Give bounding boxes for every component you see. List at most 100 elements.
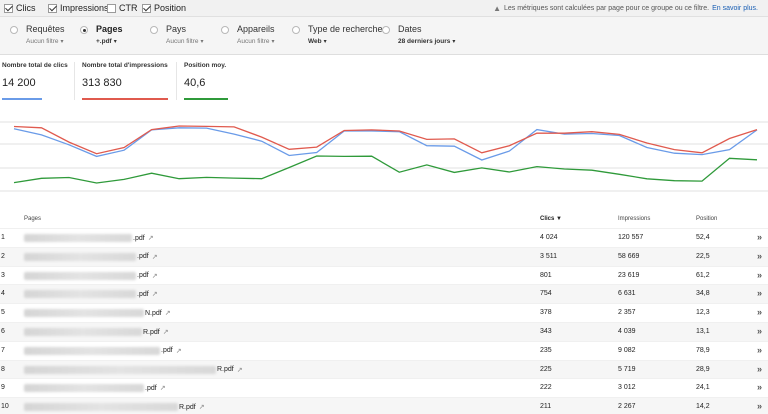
scorecard-clicks[interactable]: Nombre total de clics 14 200 xyxy=(2,62,72,102)
dimension-filter-bar: Requêtes Aucun filtre ▾ Pages +.pdf ▾ Pays… xyxy=(0,17,768,55)
page-cell[interactable]: R.pdf ↗ xyxy=(24,403,205,412)
position-cell: 14,2 xyxy=(696,403,710,411)
metric-checkbox-position[interactable]: Position xyxy=(142,3,186,13)
page-cell[interactable]: R.pdf ↗ xyxy=(24,328,169,336)
double-chevron-right-icon[interactable]: » xyxy=(757,401,763,412)
page-cell[interactable]: .pdf ↗ xyxy=(24,252,158,261)
page-cell[interactable]: .pdf ↗ xyxy=(24,346,182,355)
column-header-clicks[interactable]: Clics ▼ xyxy=(540,216,562,222)
external-link-icon[interactable]: ↗ xyxy=(162,329,169,336)
position-cell: 22,5 xyxy=(696,252,710,260)
table-row[interactable]: 9 .pdf ↗ 222 3 012 24,1 » xyxy=(0,378,768,397)
clicks-cell: 225 xyxy=(540,365,552,373)
impressions-cell: 120 557 xyxy=(618,234,644,241)
external-link-icon[interactable]: ↗ xyxy=(147,235,154,242)
caret-down-icon: ▾ xyxy=(113,39,117,45)
scorecard-impressions[interactable]: Nombre total d'impressions 313 830 xyxy=(82,62,172,102)
clicks-cell: 801 xyxy=(540,271,552,279)
double-chevron-right-icon[interactable]: » xyxy=(757,269,763,280)
external-link-icon[interactable]: ↗ xyxy=(151,291,158,299)
impressions-cell: 9 082 xyxy=(618,346,636,354)
double-chevron-right-icon[interactable]: » xyxy=(757,382,763,393)
table-row[interactable]: 7 .pdf ↗ 235 9 082 78,9 » xyxy=(0,340,768,360)
dimension-search-type-filter[interactable]: Web ▾ xyxy=(308,38,327,45)
radio-icon[interactable] xyxy=(221,26,229,34)
table-row[interactable]: 5 N.pdf ↗ 378 2 357 12,3 » xyxy=(0,303,768,322)
table-row[interactable]: 1 .pdf ↗ 4 024 120 557 52,4 » xyxy=(0,228,768,247)
dimension-countries-filter[interactable]: Aucun filtre ▾ xyxy=(166,38,204,45)
radio-icon[interactable] xyxy=(10,26,18,34)
double-chevron-right-icon[interactable]: » xyxy=(757,344,763,355)
double-chevron-right-icon[interactable]: » xyxy=(757,250,763,261)
position-cell: 12,3 xyxy=(696,309,710,317)
position-cell: 52,4 xyxy=(696,234,710,241)
metric-checkbox-ctr[interactable]: CTR xyxy=(107,3,138,13)
column-header-impressions[interactable]: Impressions xyxy=(618,216,651,222)
double-chevron-right-icon[interactable]: » xyxy=(757,288,763,299)
metric-checkbox-impressions[interactable]: Impressions xyxy=(48,3,109,13)
warning-icon: ▲ xyxy=(493,4,501,13)
redacted-url xyxy=(24,365,216,374)
checkbox-icon[interactable] xyxy=(107,3,116,13)
redacted-url xyxy=(24,403,178,412)
table-row[interactable]: 4 .pdf ↗ 754 6 631 34,8 » xyxy=(0,284,768,304)
external-link-icon[interactable]: ↗ xyxy=(151,253,158,261)
metric-checkbox-clics[interactable]: Clics xyxy=(4,3,36,13)
row-number: 6 xyxy=(1,328,5,335)
caret-down-icon: ▾ xyxy=(271,39,275,45)
clicks-cell: 343 xyxy=(540,328,552,335)
page-cell[interactable]: R.pdf ↗ xyxy=(24,365,243,374)
page-cell[interactable]: N.pdf ↗ xyxy=(24,309,171,318)
radio-icon[interactable] xyxy=(80,26,88,34)
column-header-pages[interactable]: Pages xyxy=(24,216,42,222)
clicks-cell: 3 511 xyxy=(540,252,557,260)
page-cell[interactable]: .pdf ↗ xyxy=(24,384,166,393)
table-row[interactable]: 3 .pdf ↗ 801 23 619 61,2 » xyxy=(0,265,768,285)
dimension-pages-filter[interactable]: +.pdf ▾ xyxy=(96,38,117,45)
radio-icon[interactable] xyxy=(150,26,158,34)
dimension-devices-filter[interactable]: Aucun filtre ▾ xyxy=(237,38,275,45)
clicks-cell: 235 xyxy=(540,346,552,354)
external-link-icon[interactable]: ↗ xyxy=(151,272,158,280)
table-row[interactable]: 6 R.pdf ↗ 343 4 039 13,1 » xyxy=(0,322,768,341)
row-number: 3 xyxy=(1,271,5,279)
double-chevron-right-icon[interactable]: » xyxy=(757,363,763,374)
column-header-position[interactable]: Position xyxy=(696,216,718,222)
row-number: 4 xyxy=(1,290,5,298)
double-chevron-right-icon[interactable]: » xyxy=(757,307,763,318)
clicks-cell: 754 xyxy=(540,290,552,298)
external-link-icon[interactable]: ↗ xyxy=(236,366,243,374)
position-cell: 78,9 xyxy=(696,346,710,354)
learn-more-link[interactable]: En savoir plus. xyxy=(712,5,758,12)
row-number: 5 xyxy=(1,309,5,317)
table-row[interactable]: 2 .pdf ↗ 3 511 58 669 22,5 » xyxy=(0,246,768,266)
impressions-cell: 23 619 xyxy=(618,271,640,279)
page-cell[interactable]: .pdf ↗ xyxy=(24,234,154,242)
external-link-icon[interactable]: ↗ xyxy=(164,310,171,318)
double-chevron-right-icon[interactable]: » xyxy=(757,232,763,242)
external-link-icon[interactable]: ↗ xyxy=(159,385,166,393)
impressions-cell: 2 267 xyxy=(618,403,636,411)
external-link-icon[interactable]: ↗ xyxy=(198,404,205,412)
clicks-cell: 4 024 xyxy=(540,234,558,241)
row-number: 2 xyxy=(1,252,5,260)
double-chevron-right-icon[interactable]: » xyxy=(757,326,763,336)
checkbox-icon[interactable] xyxy=(48,3,57,13)
page-cell[interactable]: .pdf ↗ xyxy=(24,271,158,280)
external-link-icon[interactable]: ↗ xyxy=(175,347,182,355)
table-row[interactable]: 10 R.pdf ↗ 211 2 267 14,2 » xyxy=(0,397,768,414)
page-cell[interactable]: .pdf ↗ xyxy=(24,290,158,299)
position-cell: 61,2 xyxy=(696,271,710,279)
dimension-dates-filter[interactable]: 28 derniers jours ▾ xyxy=(398,38,456,45)
radio-icon[interactable] xyxy=(292,26,300,34)
checkbox-icon[interactable] xyxy=(4,3,13,13)
redacted-url xyxy=(24,328,142,336)
checkbox-icon[interactable] xyxy=(142,3,151,13)
radio-icon[interactable] xyxy=(382,26,390,34)
metrics-bar: Clics Impressions CTR Position ▲ Les mét… xyxy=(0,0,768,17)
table-row[interactable]: 8 R.pdf ↗ 225 5 719 28,9 » xyxy=(0,359,768,379)
dimension-queries-filter[interactable]: Aucun filtre ▾ xyxy=(26,38,64,45)
performance-chart[interactable] xyxy=(0,118,768,198)
scorecard-position[interactable]: Position moy. 40,6 xyxy=(184,62,234,102)
row-number: 9 xyxy=(1,384,5,392)
